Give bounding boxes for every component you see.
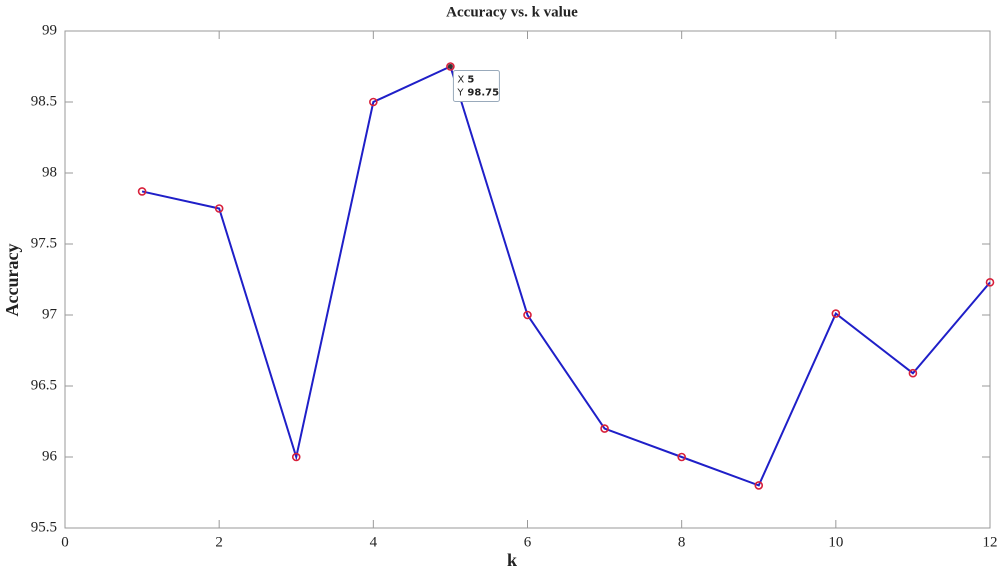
datatip-value: 98.75	[467, 88, 499, 99]
data-point	[831, 309, 841, 318]
y-tick-label: 97.5	[31, 235, 57, 251]
data-point	[291, 452, 301, 462]
data-point	[214, 204, 224, 213]
x-tick-label: 10	[828, 534, 843, 550]
data-point	[523, 310, 532, 320]
y-tick-label: 99	[42, 22, 57, 38]
data-point	[600, 424, 609, 433]
y-tick-label: 96.5	[31, 377, 57, 393]
y-tick-label: 96	[42, 448, 58, 464]
data-point	[137, 187, 147, 196]
y-tick-label: 97	[42, 306, 58, 322]
x-tick-label: 12	[983, 534, 998, 550]
datatip-label: X	[457, 75, 464, 86]
datatip-anchor	[447, 64, 453, 69]
plot-frame	[64, 30, 991, 529]
data-point	[908, 368, 918, 378]
datatip-label: Y	[456, 88, 464, 99]
datatip-value: 5	[467, 75, 474, 86]
data-point	[985, 278, 995, 287]
data-point	[369, 97, 378, 107]
chart-title: Accuracy vs. k value	[446, 4, 578, 20]
x-tick-label: 0	[61, 534, 69, 550]
y-tick-label: 98.5	[31, 93, 57, 109]
data-point	[677, 452, 686, 462]
datatip-box	[452, 70, 500, 102]
data-line	[141, 65, 991, 487]
y-tick-label: 98	[42, 164, 57, 180]
y-tick-label: 95.5	[31, 519, 57, 535]
data-point	[754, 481, 764, 490]
x-tick-label: 6	[524, 534, 532, 550]
x-tick-label: 2	[215, 534, 223, 550]
x-tick-label: 4	[370, 534, 378, 550]
x-axis-label: k	[507, 550, 517, 570]
y-axis-label: Accuracy	[2, 244, 22, 317]
data-point	[446, 62, 455, 71]
x-tick-label: 8	[678, 534, 686, 550]
datatip: X 5Y 98.75	[452, 70, 500, 102]
